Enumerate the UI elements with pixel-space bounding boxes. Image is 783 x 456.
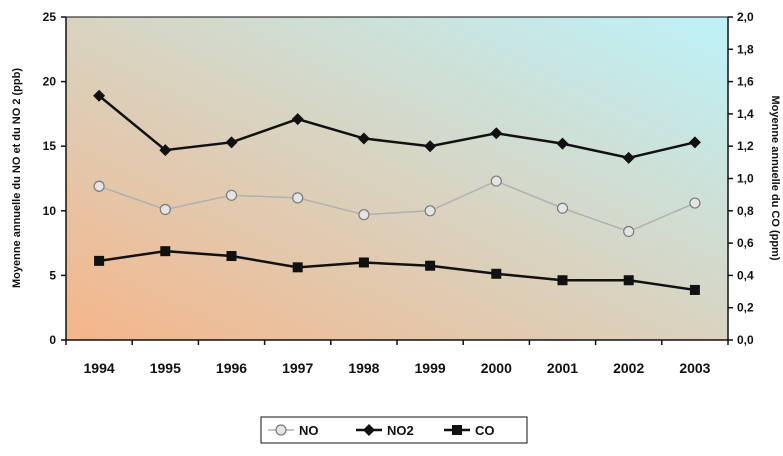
data-point-co — [425, 261, 435, 271]
data-point-co — [690, 285, 700, 295]
data-point-no — [491, 176, 501, 186]
legend-label-co: CO — [475, 423, 495, 438]
legend: NO NO2 CO — [261, 417, 527, 443]
data-point-co — [359, 257, 369, 267]
x-tick-label: 1999 — [415, 360, 446, 376]
y-tick-label-right: 1,4 — [737, 107, 754, 121]
y-tick-label-left: 5 — [49, 268, 56, 282]
y-tick-label-right: 0,4 — [737, 268, 754, 282]
data-point-no — [690, 198, 700, 208]
y-tick-label-right: 1,2 — [737, 139, 754, 153]
legend-label-no2: NO2 — [387, 423, 414, 438]
data-point-co — [293, 262, 303, 272]
legend-marker-co — [452, 425, 462, 435]
x-tick-label: 1995 — [150, 360, 181, 376]
y-tick-label-left: 20 — [43, 75, 57, 89]
y-axis-title-left: Moyenne annuelle du NO et du NO 2 (ppb) — [11, 68, 23, 288]
data-point-no — [359, 210, 369, 220]
data-point-no — [94, 181, 104, 191]
legend-marker-no — [276, 425, 286, 435]
x-tick-label: 1997 — [282, 360, 313, 376]
x-tick-label: 2003 — [679, 360, 710, 376]
data-point-no — [558, 203, 568, 213]
data-point-no — [293, 193, 303, 203]
y-tick-label-right: 1,8 — [737, 42, 754, 56]
x-tick-label: 2002 — [613, 360, 644, 376]
y-tick-label-right: 0,8 — [737, 204, 754, 218]
y-tick-label-left: 0 — [49, 333, 56, 347]
y-axis-title-right: Moyenne annuelle du CO (ppm) — [769, 95, 781, 260]
x-tick-label: 1994 — [84, 360, 115, 376]
data-point-co — [94, 256, 104, 266]
y-tick-label-right: 0,0 — [737, 333, 754, 347]
y-tick-label-right: 0,2 — [737, 301, 754, 315]
y-tick-label-right: 2,0 — [737, 10, 754, 24]
data-point-no — [425, 206, 435, 216]
data-point-co — [491, 269, 501, 279]
y-tick-label-right: 1,0 — [737, 172, 754, 186]
data-point-no — [160, 205, 170, 215]
data-point-no — [227, 190, 237, 200]
plot-area — [66, 17, 728, 340]
y-tick-label-left: 15 — [43, 139, 57, 153]
data-point-no — [624, 226, 634, 236]
data-point-co — [227, 251, 237, 261]
y-tick-label-right: 0,6 — [737, 236, 754, 250]
x-tick-label: 1996 — [216, 360, 247, 376]
x-tick-label: 2001 — [547, 360, 578, 376]
legend-label-no: NO — [299, 423, 319, 438]
x-tick-label: 2000 — [481, 360, 512, 376]
y-tick-label-left: 10 — [43, 204, 57, 218]
y-tick-label-left: 25 — [43, 10, 57, 24]
x-tick-label: 1998 — [348, 360, 379, 376]
y-tick-label-right: 1,6 — [737, 75, 754, 89]
data-point-co — [624, 275, 634, 285]
data-point-co — [160, 246, 170, 256]
data-point-co — [558, 275, 568, 285]
